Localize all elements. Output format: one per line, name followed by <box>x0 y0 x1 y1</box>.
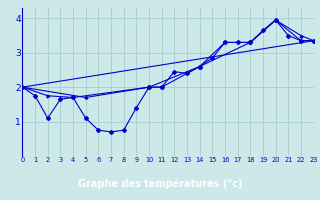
Text: Graphe des températures (°c): Graphe des températures (°c) <box>78 179 242 189</box>
